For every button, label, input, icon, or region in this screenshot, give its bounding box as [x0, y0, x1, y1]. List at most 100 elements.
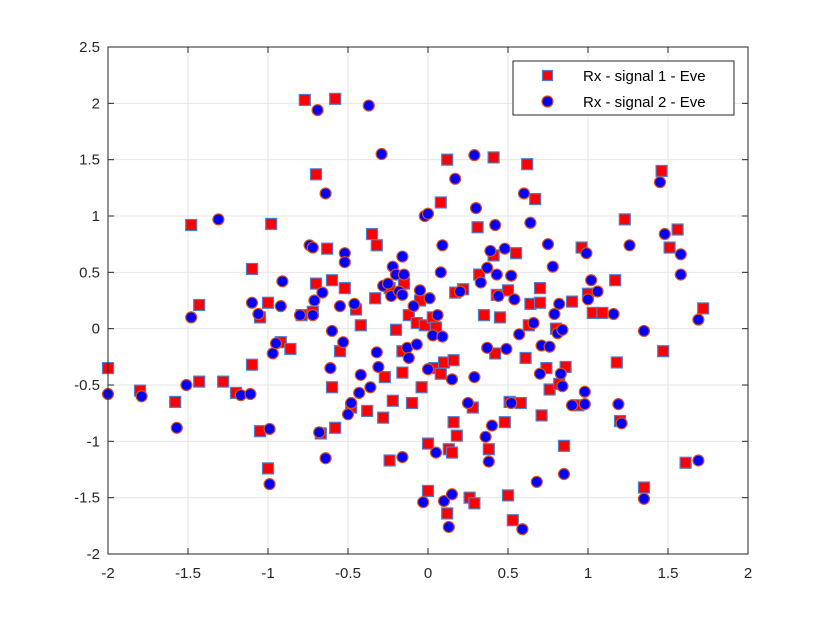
series-2-point [407, 300, 420, 313]
series-2-point [541, 238, 555, 251]
series-2-point [245, 296, 259, 309]
series-1-point [468, 497, 481, 510]
series-2-point [185, 311, 198, 324]
legend-marker-square-icon [541, 69, 554, 82]
series-1-point [185, 218, 198, 232]
series-2-point [546, 260, 559, 273]
series-1-point [519, 351, 532, 365]
series-2-point [484, 244, 497, 258]
series-2-point [481, 261, 494, 274]
series-2-point [364, 381, 377, 394]
series-2-point [370, 346, 383, 359]
series-2-point [333, 300, 347, 313]
series-2-point [674, 268, 687, 281]
series-1-point [441, 153, 454, 166]
series-2-point [319, 187, 332, 200]
series-1-point [329, 421, 342, 434]
series-2-point [348, 297, 361, 310]
series-2-point [423, 292, 436, 305]
series-1-point [325, 274, 339, 287]
series-1-point [498, 416, 511, 429]
series-2-point [485, 419, 499, 432]
series-2-point [269, 337, 283, 350]
series-1-point [217, 375, 230, 388]
y-tick-label: 1 [92, 208, 100, 225]
series-2-point [337, 336, 350, 349]
series-1-point [329, 92, 342, 105]
series-2-point [353, 386, 366, 399]
series-2-point [556, 323, 569, 336]
series-1-point [378, 371, 391, 384]
y-tick-label: 0.5 [79, 264, 100, 281]
y-tick-label: 1.5 [79, 152, 100, 169]
series-2-point [421, 207, 435, 220]
series-2-point [436, 330, 449, 343]
series-1-point [321, 242, 334, 255]
series-2-point [413, 284, 427, 297]
series-2-point [490, 268, 503, 281]
series-1-point [421, 484, 435, 498]
series-2-point [468, 149, 481, 162]
series-1-point [396, 366, 409, 379]
series-2-point [580, 247, 593, 260]
series-2-point [429, 446, 443, 459]
series-2-point [505, 396, 518, 410]
series-2-point [397, 268, 411, 281]
series-2-point [244, 387, 257, 401]
x-tick-label: -0.5 [335, 565, 361, 582]
series-2-point [481, 341, 494, 354]
series-2-point [276, 275, 289, 288]
series-2-point [410, 338, 423, 351]
series-2-point [692, 454, 705, 467]
y-tick-label: -1.5 [74, 490, 100, 507]
series-1-point [447, 354, 460, 367]
series-2-point [421, 363, 435, 376]
series-2-point [354, 368, 367, 381]
series-2-point [578, 385, 591, 398]
series-1-point [501, 284, 515, 297]
series-1-point [193, 375, 206, 388]
series-2-point [530, 475, 543, 488]
series-2-point [417, 496, 430, 509]
series-1-point [365, 227, 379, 241]
series-2-point [556, 380, 569, 393]
series-1-point [610, 356, 623, 369]
series-1-point [193, 298, 206, 312]
series-1-point [671, 223, 684, 236]
series-1-point [434, 196, 447, 209]
series-2-point [554, 367, 567, 380]
series-2-point [313, 426, 326, 439]
series-2-point [548, 307, 561, 321]
series-2-point [578, 398, 591, 411]
series-1-point [663, 241, 676, 254]
x-tick-label: 2 [744, 565, 752, 582]
series-1-point [477, 309, 491, 322]
series-1-point [529, 193, 542, 206]
series-2-point [266, 347, 279, 360]
series-1-point [245, 262, 259, 276]
series-1-point [489, 347, 502, 360]
series-1-point [261, 462, 275, 475]
series-1-point [383, 454, 396, 467]
axis-ticks: -2 -1.5 -1 -0.5 0 0.5 1 1.5 2 -2 -1.5 -1 -0.5 0 0.5 1 1.… [74, 39, 752, 582]
series-2-point [306, 309, 319, 322]
series-2-point [482, 455, 495, 468]
x-tick-label: -1.5 [175, 565, 201, 582]
series-2-point [637, 492, 651, 505]
series-2-point [375, 147, 388, 161]
series-2-point [437, 494, 451, 508]
series-2-point [311, 103, 324, 117]
legend-label-series-1: Rx - signal 1 - Eve [583, 68, 706, 85]
series-2-point [513, 328, 526, 341]
series-1-point [535, 409, 548, 422]
series-2-point [461, 396, 475, 410]
series-2-point [449, 172, 462, 185]
series-2-point [557, 467, 571, 481]
legend: Rx - signal 1 - Eve Rx - signal 2 - Eve [512, 60, 735, 116]
series-2-point [434, 266, 447, 279]
series-1-point [338, 282, 351, 295]
series-1-point [245, 358, 259, 371]
series-1-point [618, 213, 631, 226]
series-1-point [533, 296, 547, 309]
series-2-point [527, 316, 540, 330]
